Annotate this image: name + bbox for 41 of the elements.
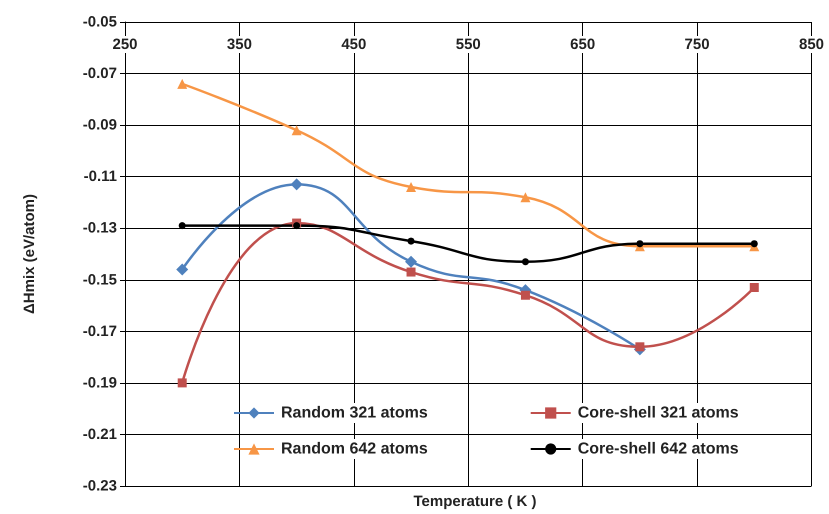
point [636,240,644,248]
point [290,178,303,190]
point [406,268,416,277]
legend-label: Random 321 atoms [281,404,428,422]
x-tick-label: 550 [456,36,481,53]
y-tick-label: -0.17 [82,322,117,340]
point [406,182,416,192]
point [635,342,644,352]
x-tick-label: 250 [112,36,138,53]
x-tick-label: 450 [341,36,366,53]
y-axis-title: ΔHmix (eV/atom) [21,194,38,314]
point [750,240,758,248]
x-tick-label: 650 [570,36,596,53]
y-tick-label: -0.15 [82,271,117,288]
point [520,192,530,202]
legend-label: Core-shell 321 atoms [578,404,739,422]
point [405,256,418,268]
y-tick-label: -0.07 [82,65,117,82]
y-tick-label: -0.21 [82,426,117,443]
point [750,283,759,292]
x-tick-label: 350 [226,36,252,53]
y-tick-label: -0.19 [82,374,117,392]
y-tick-label: -0.11 [84,168,117,186]
point [408,238,415,245]
y-tick-label: -0.05 [82,14,117,30]
point [520,290,530,300]
point [178,378,187,388]
y-tick-label: -0.09 [82,116,117,134]
point [522,258,529,266]
legend-label: Random 642 atoms [281,440,428,458]
x-tick-label: 750 [684,36,710,53]
point [292,125,302,136]
point [178,222,186,230]
x-axis-title: Temperature ( K ) [413,493,537,510]
point [177,78,188,89]
point [176,263,188,276]
point [293,222,300,230]
y-tick-label: -0.23 [82,478,117,494]
x-tick-label: 850 [798,36,824,53]
y-tick-label: -0.13 [82,220,117,237]
legend-label: Core-shell 642 atoms [578,440,739,458]
